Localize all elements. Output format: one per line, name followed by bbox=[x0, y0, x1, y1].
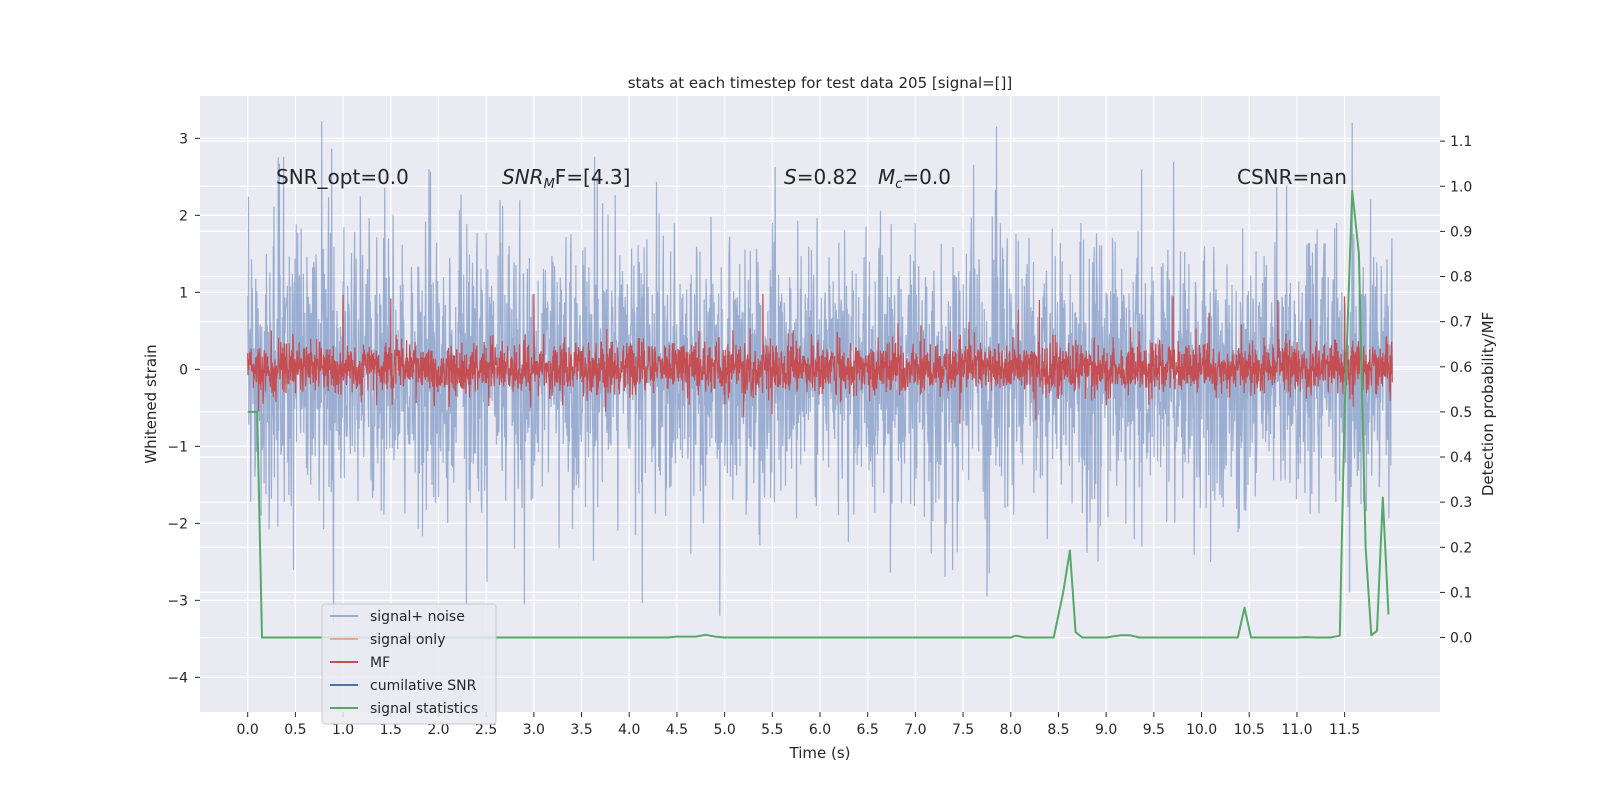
svg-text:signal statistics: signal statistics bbox=[370, 701, 478, 717]
annotation-snr-mf: SNRMF=[4.3] bbox=[502, 165, 630, 192]
annotations: SNR_opt=0.0 SNRMF=[4.3] S=0.82 Mc=0.0 CS… bbox=[276, 165, 1347, 192]
x-tick-label: 0.5 bbox=[284, 722, 306, 738]
y2-tick-label: 0.4 bbox=[1450, 450, 1472, 466]
y2-tick-label: 0.7 bbox=[1450, 315, 1472, 331]
legend-entry-signal-noise: signal+ noise bbox=[330, 609, 465, 625]
y-tick-label: 1 bbox=[179, 285, 188, 301]
x-tick-label: 2.0 bbox=[427, 722, 449, 738]
x-tick-label: 9.0 bbox=[1095, 722, 1117, 738]
x-axis-label: Time (s) bbox=[789, 744, 851, 762]
svg-text:MF: MF bbox=[370, 655, 390, 671]
y2-tick-label: 0.3 bbox=[1450, 495, 1472, 511]
x-tick-label: 7.0 bbox=[904, 722, 926, 738]
y-tick-label: −4 bbox=[167, 670, 188, 686]
x-tick-label: 3.5 bbox=[570, 722, 592, 738]
x-tick-label: 11.5 bbox=[1329, 722, 1360, 738]
y2-tick-label: 0.1 bbox=[1450, 585, 1472, 601]
annotation-mc: Mc=0.0 bbox=[878, 165, 951, 192]
series-layer bbox=[247, 121, 1393, 639]
x-tick-label: 1.5 bbox=[380, 722, 402, 738]
x-tick-label: 3.0 bbox=[523, 722, 545, 738]
y-tick-label: 3 bbox=[179, 131, 188, 147]
x-tick-label: 2.5 bbox=[475, 722, 497, 738]
x-tick-label: 5.5 bbox=[761, 722, 783, 738]
y-tick-label: −3 bbox=[167, 593, 188, 609]
x-tick-label: 6.0 bbox=[809, 722, 831, 738]
legend-box bbox=[321, 603, 497, 725]
x-tick-label: 9.5 bbox=[1143, 722, 1165, 738]
x-tick-label: 8.0 bbox=[1000, 722, 1022, 738]
legend-entry-signal-statistics: signal statistics bbox=[330, 701, 478, 717]
x-tick-label: 11.0 bbox=[1281, 722, 1312, 738]
legend: signal+ noise signal only MF cumilative … bbox=[321, 603, 497, 725]
legend-entry-cumilative-snr: cumilative SNR bbox=[330, 678, 477, 694]
y2-tick-label: 0.0 bbox=[1450, 631, 1472, 647]
y2-tick-label: 0.5 bbox=[1450, 405, 1472, 421]
y-tick-label: 2 bbox=[179, 208, 188, 224]
x-tick-label: 4.0 bbox=[618, 722, 640, 738]
y2-tick-label: 0.6 bbox=[1450, 360, 1472, 376]
svg-text:signal+ noise: signal+ noise bbox=[370, 609, 465, 625]
y2-tick-label: 0.8 bbox=[1450, 270, 1472, 286]
y-tick-label: −2 bbox=[167, 516, 188, 532]
x-axis-ticks: 0.0 0.5 1.0 1.5 2.0 2.5 3.0 3.5 4.0 4.5 5.0 5.5 6.0 6… bbox=[237, 712, 1360, 738]
y2-tick-label: 0.2 bbox=[1450, 540, 1472, 556]
y2-tick-label: 1.0 bbox=[1450, 179, 1472, 195]
series-signal-statistics bbox=[247, 189, 1390, 639]
y-tick-label: 0 bbox=[179, 362, 188, 378]
y-axis-ticks: 3 2 1 0 −1 −2 −3 −4 bbox=[167, 131, 200, 686]
series-mf bbox=[247, 293, 1393, 424]
x-tick-label: 4.5 bbox=[666, 722, 688, 738]
y-axis-label: Whitened strain bbox=[142, 344, 160, 463]
y2-axis-ticks: 1.1 1.0 0.9 0.8 0.7 0.6 0.5 0.4 0.3 0.2 0.1 0.0 bbox=[1440, 134, 1472, 647]
x-tick-label: 1.0 bbox=[332, 722, 354, 738]
x-tick-label: 6.5 bbox=[857, 722, 879, 738]
y2-tick-label: 0.9 bbox=[1450, 224, 1472, 240]
legend-entry-signal-only: signal only bbox=[330, 632, 445, 648]
x-tick-label: 5.0 bbox=[713, 722, 735, 738]
svg-text:signal only: signal only bbox=[370, 632, 445, 648]
x-tick-label: 10.5 bbox=[1234, 722, 1265, 738]
y2-axis-label: Detection probability/MF bbox=[1479, 312, 1497, 496]
annotation-snr-opt: SNR_opt=0.0 bbox=[276, 165, 409, 189]
series-signal-noise bbox=[247, 121, 1393, 624]
x-tick-label: 7.5 bbox=[952, 722, 974, 738]
x-tick-label: 0.0 bbox=[237, 722, 259, 738]
x-tick-label: 10.0 bbox=[1186, 722, 1217, 738]
legend-entry-mf: MF bbox=[330, 655, 390, 671]
y2-tick-label: 1.1 bbox=[1450, 134, 1472, 150]
svg-text:cumilative SNR: cumilative SNR bbox=[370, 678, 477, 694]
chart-title: stats at each timestep for test data 205… bbox=[628, 74, 1013, 92]
annotation-s: S=0.82 bbox=[784, 165, 858, 189]
y-tick-label: −1 bbox=[167, 439, 188, 455]
x-tick-label: 8.5 bbox=[1047, 722, 1069, 738]
annotation-csnr: CSNR=nan bbox=[1237, 165, 1347, 189]
